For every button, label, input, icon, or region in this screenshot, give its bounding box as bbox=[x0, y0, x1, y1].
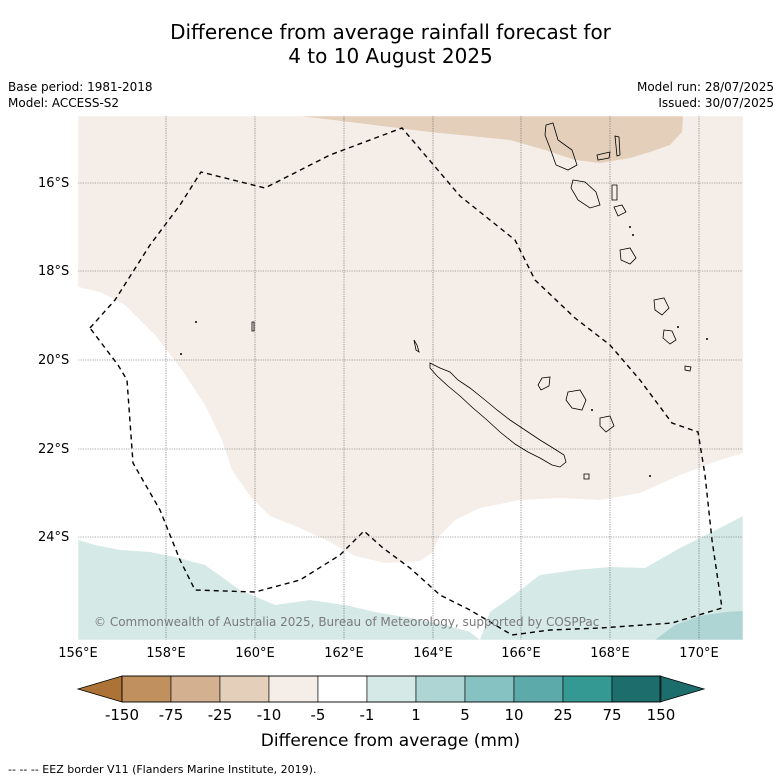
colorbar bbox=[76, 675, 706, 703]
lon-label-164e: 164°E bbox=[413, 646, 453, 661]
map-frame bbox=[77, 115, 744, 641]
issued-date: Issued: 30/07/2025 bbox=[658, 96, 774, 110]
colorbar-cell bbox=[464, 675, 515, 703]
island-chesterfield bbox=[251, 321, 255, 332]
colorbar-tick-label: 5 bbox=[460, 706, 470, 724]
lat-label-24s: 24°S bbox=[38, 530, 70, 545]
lon-label-168e: 168°E bbox=[590, 646, 630, 661]
region-minus10-to-minus5 bbox=[300, 116, 683, 163]
title-line-1: Difference from average rainfall forecas… bbox=[170, 20, 611, 44]
region-1-to-5-southeast bbox=[480, 516, 743, 640]
island-belep bbox=[413, 339, 420, 353]
colorbar-cells bbox=[121, 675, 662, 703]
island-tanna bbox=[662, 329, 677, 345]
island-loyalty-1 bbox=[537, 376, 551, 391]
colorbar-tick-label: -1 bbox=[359, 706, 375, 724]
colorbar-cell bbox=[219, 675, 270, 703]
model-name: Model: ACCESS-S2 bbox=[8, 96, 120, 110]
island-espiritu-santo bbox=[544, 122, 578, 171]
colorbar-tick-label: 25 bbox=[553, 706, 573, 724]
island-efate bbox=[619, 247, 637, 265]
eez-border bbox=[89, 127, 723, 636]
colorbar-tick-label: -5 bbox=[310, 706, 326, 724]
colorbar-cell bbox=[317, 675, 368, 703]
island-epi bbox=[613, 204, 627, 217]
lat-label-22s: 22°S bbox=[38, 442, 70, 457]
colorbar-tick-label: -150 bbox=[104, 706, 140, 724]
model-run: Model run: 28/07/2025 bbox=[636, 80, 774, 94]
colorbar-tick-label: 150 bbox=[646, 706, 676, 724]
islet bbox=[591, 409, 593, 411]
colorbar-cell bbox=[170, 675, 221, 703]
base-period: Base period: 1981-2018 bbox=[8, 80, 153, 94]
colorbar-cell bbox=[611, 675, 662, 703]
colorbar-arrow-high bbox=[659, 675, 706, 703]
colorbar-cell bbox=[268, 675, 319, 703]
islet bbox=[677, 326, 679, 328]
lon-label-166e: 166°E bbox=[501, 646, 541, 661]
islet bbox=[180, 353, 182, 355]
colorbar-tick-label: 75 bbox=[602, 706, 622, 724]
lon-label-158e: 158°E bbox=[146, 646, 186, 661]
islet bbox=[195, 321, 197, 323]
island-ambae bbox=[596, 151, 611, 161]
colorbar-cell bbox=[513, 675, 564, 703]
colorbar-tick-label: -10 bbox=[256, 706, 282, 724]
coastlines bbox=[251, 122, 692, 480]
region-minus5-to-minus1 bbox=[78, 116, 743, 563]
meta-right: Model run: 28/07/2025 Issued: 30/07/2025 bbox=[637, 79, 774, 111]
island-malekula bbox=[570, 179, 601, 209]
island-loyalty-3 bbox=[599, 415, 615, 433]
island-pines bbox=[583, 473, 590, 480]
lat-label-16s: 16°S bbox=[38, 176, 70, 191]
colorbar-tick-label: 10 bbox=[504, 706, 524, 724]
colorbar-title: Difference from average (mm) bbox=[260, 731, 521, 751]
colorbar-outline bbox=[121, 675, 661, 703]
island-pentecost bbox=[611, 184, 618, 201]
colorbar-cell bbox=[415, 675, 466, 703]
colorbar-cell bbox=[562, 675, 613, 703]
copyright-text: © Commonwealth of Australia 2025, Bureau… bbox=[94, 615, 599, 629]
map-title: Difference from average rainfall forecas… bbox=[0, 20, 781, 68]
lat-label-18s: 18°S bbox=[38, 264, 70, 279]
lon-label-170e: 170°E bbox=[679, 646, 719, 661]
lon-label-160e: 160°E bbox=[235, 646, 275, 661]
colorbar-cell bbox=[121, 675, 172, 703]
lon-label-162e: 162°E bbox=[324, 646, 364, 661]
island-erromango bbox=[653, 297, 670, 316]
islet bbox=[632, 234, 634, 236]
islet bbox=[706, 338, 708, 340]
graticule bbox=[78, 116, 743, 640]
colorbar-tick-label: 1 bbox=[411, 706, 421, 724]
lon-label-156e: 156°E bbox=[58, 646, 98, 661]
colorbar-tick-label: -75 bbox=[158, 706, 184, 724]
island-aneityum bbox=[684, 365, 692, 372]
island-loyalty-2 bbox=[565, 389, 587, 411]
region-1-to-5-southwest bbox=[78, 540, 480, 640]
meta-left: Base period: 1981-2018 Model: ACCESS-S2 bbox=[8, 79, 153, 111]
colorbar-cell bbox=[366, 675, 417, 703]
islet bbox=[629, 226, 631, 228]
map-panel: © Commonwealth of Australia 2025, Bureau… bbox=[78, 116, 743, 640]
eez-legend-note: -- -- -- EEZ border V11 (Flanders Marine… bbox=[8, 763, 317, 776]
colorbar-arrow-low bbox=[76, 675, 123, 703]
island-maewo bbox=[614, 135, 621, 157]
island-new-caledonia bbox=[429, 362, 567, 468]
islet bbox=[649, 475, 651, 477]
small-islets bbox=[180, 226, 708, 477]
lat-label-20s: 20°S bbox=[38, 353, 70, 368]
title-line-2: 4 to 10 August 2025 bbox=[288, 44, 493, 68]
colorbar-tick-label: -25 bbox=[207, 706, 233, 724]
